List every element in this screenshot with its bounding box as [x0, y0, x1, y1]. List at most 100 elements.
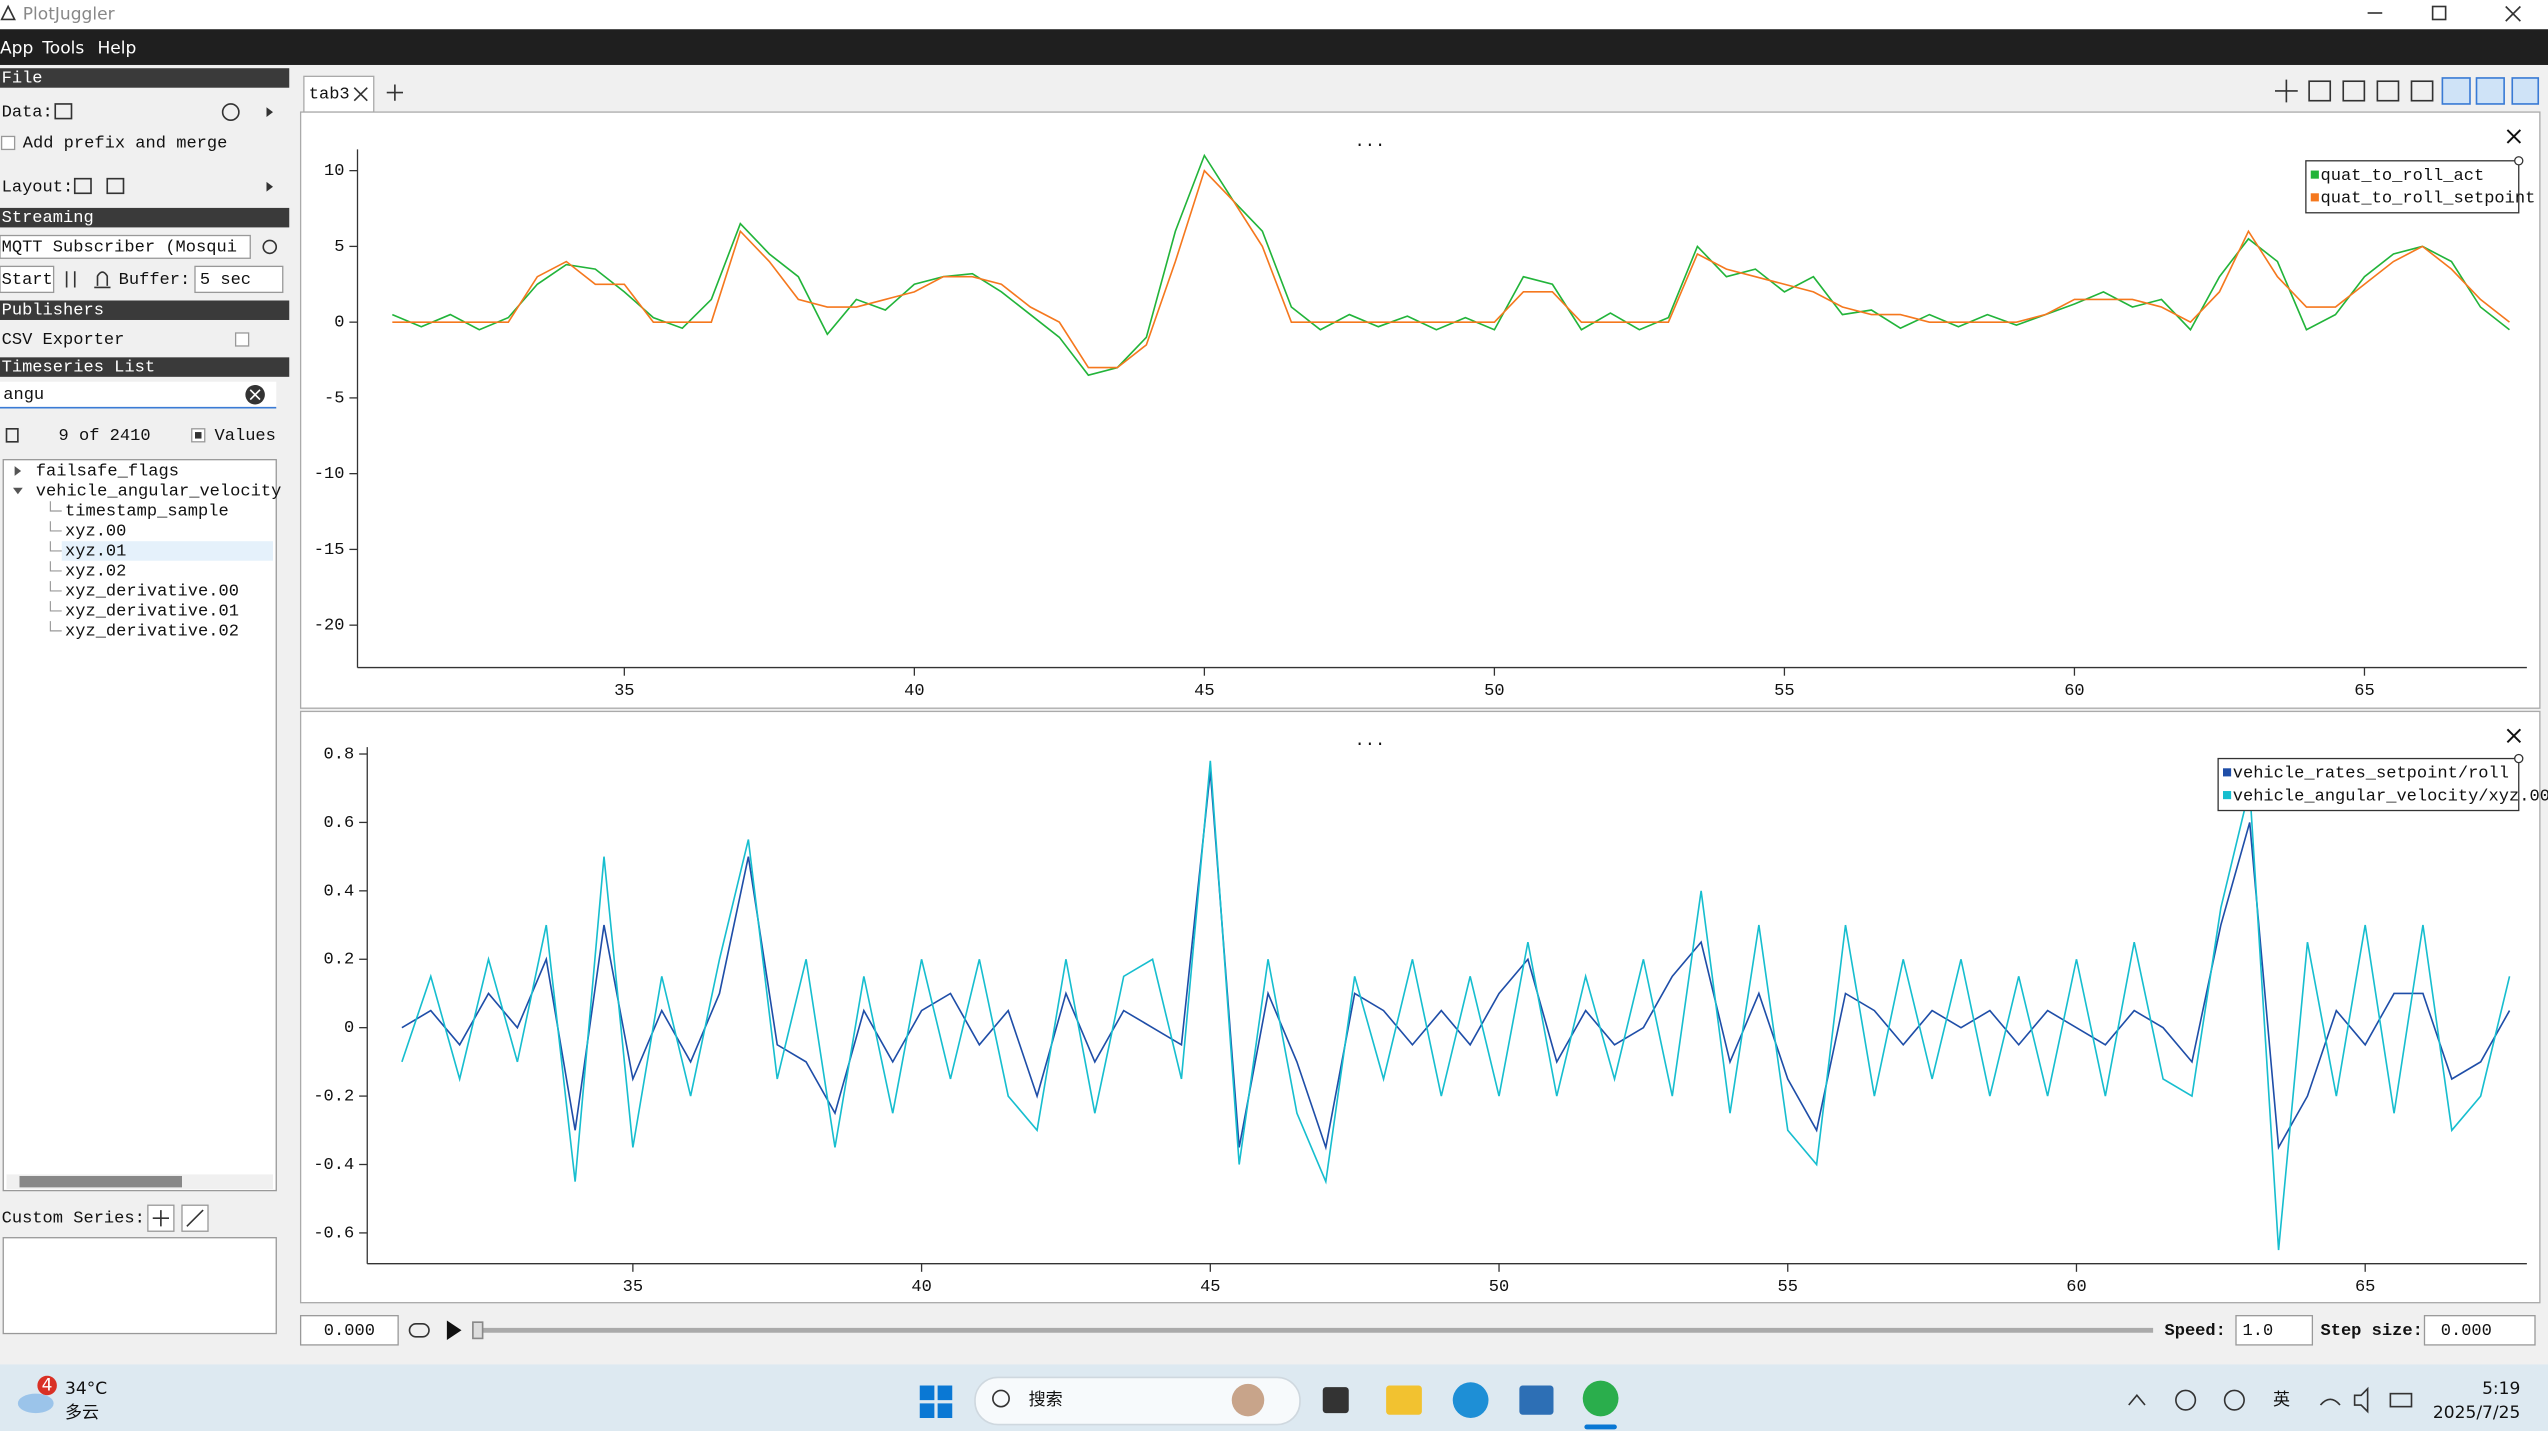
plot-frame: [299, 710, 2541, 1304]
wifi-icon[interactable]: [2319, 1398, 2341, 1406]
restore-button[interactable]: [2431, 5, 2447, 21]
close-window-button[interactable]: [2505, 5, 2521, 22]
delete-button[interactable]: [5, 428, 19, 443]
menu-item[interactable]: Tools: [41, 39, 84, 59]
slider-handle[interactable]: [472, 1321, 484, 1340]
legend-tool[interactable]: [2342, 80, 2366, 102]
load-data-button[interactable]: [54, 103, 73, 120]
scrollbar-handle[interactable]: [19, 1175, 183, 1188]
y-tick-label: -0.6: [313, 1224, 354, 1243]
menu-item[interactable]: Help: [98, 39, 137, 59]
tree-item[interactable]: xyz.01: [65, 542, 126, 561]
collapsed-arrow[interactable]: [14, 466, 22, 476]
legend-handle[interactable]: [2514, 156, 2524, 166]
tree-item[interactable]: xyz_derivative.02: [65, 622, 239, 641]
x-tick-label: 40: [904, 682, 924, 701]
section-header[interactable]: [0, 68, 290, 88]
tray-expand[interactable]: [2128, 1393, 2146, 1406]
load-layout-button[interactable]: [73, 177, 92, 195]
tree-group[interactable]: vehicle_angular_velocity: [36, 483, 282, 502]
pan-tool[interactable]: [2275, 79, 2298, 103]
close-plot-button[interactable]: [2506, 129, 2522, 144]
speed-spinbox[interactable]: [2235, 1315, 2314, 1346]
zoom-tool[interactable]: [2308, 80, 2332, 102]
tree-item[interactable]: timestamp_sample: [65, 503, 229, 522]
custom-series-list: [2, 1237, 277, 1335]
menu-arrow[interactable]: [266, 181, 274, 192]
settings-button[interactable]: [262, 239, 278, 255]
time-offset-tool[interactable]: [2475, 77, 2505, 105]
series-line: [401, 760, 2511, 1251]
app-icon[interactable]: [1322, 1387, 1349, 1414]
play-button[interactable]: [446, 1320, 462, 1341]
legend[interactable]: [2305, 160, 2520, 214]
checkbox[interactable]: [234, 332, 250, 347]
app-icon[interactable]: [1452, 1382, 1489, 1419]
start-button[interactable]: [0, 265, 55, 294]
section-header[interactable]: [0, 207, 290, 228]
legend-swatch: [2223, 768, 2232, 777]
x-tick-label: 65: [2354, 682, 2374, 701]
weather-icon[interactable]: [17, 1393, 54, 1414]
tree-branch: [49, 541, 62, 552]
expanded-arrow[interactable]: [13, 487, 23, 495]
checkbox[interactable]: [0, 135, 16, 151]
tab-label: tab3: [309, 86, 350, 105]
y-tick-label: -15: [314, 541, 345, 560]
clock-time[interactable]: 5:19: [2482, 1379, 2520, 1399]
start-button[interactable]: [919, 1385, 953, 1419]
tray-icon[interactable]: [2175, 1389, 2197, 1411]
tree-item[interactable]: xyz.00: [65, 522, 126, 541]
tree-item[interactable]: xyz_derivative.01: [65, 602, 239, 621]
legend-entry[interactable]: vehicle_rates_setpoint/roll: [2233, 765, 2509, 784]
ratio-tool[interactable]: [2511, 77, 2540, 105]
search-box[interactable]: [974, 1376, 1301, 1426]
tree-item[interactable]: xyz_derivative.00: [65, 582, 239, 601]
checkbox-mark: [195, 432, 202, 439]
clock-date[interactable]: 2025/7/25: [2433, 1403, 2520, 1423]
series-line: [391, 153, 2510, 377]
tray-icon[interactable]: [2223, 1389, 2245, 1411]
pause-button[interactable]: [65, 271, 76, 288]
tree-item[interactable]: xyz.02: [65, 562, 126, 581]
loop-button[interactable]: [408, 1322, 430, 1338]
y-tick-label: -0.4: [313, 1156, 354, 1175]
app-icon[interactable]: [1386, 1385, 1422, 1415]
battery-icon[interactable]: [2389, 1392, 2413, 1408]
section-header[interactable]: [0, 300, 290, 320]
menu-item[interactable]: App: [0, 39, 33, 59]
buffer-spinbox[interactable]: [194, 265, 284, 294]
app-icon[interactable]: [1519, 1385, 1554, 1415]
step-spinbox[interactable]: [2423, 1315, 2536, 1346]
notification-button[interactable]: [94, 271, 111, 289]
streamer-combobox[interactable]: [0, 234, 251, 259]
grid-tool[interactable]: [2410, 80, 2434, 102]
legend-handle[interactable]: [2514, 753, 2524, 764]
legend[interactable]: [2217, 757, 2520, 812]
legend-entry[interactable]: vehicle_angular_velocity/xyz.00: [2233, 787, 2548, 806]
badge: [37, 1375, 57, 1396]
section-title: Publishers: [2, 302, 104, 321]
time-input[interactable]: [299, 1315, 399, 1346]
tree-group[interactable]: failsafe_flags: [36, 463, 179, 482]
section-header[interactable]: [0, 357, 290, 377]
legend-entry[interactable]: quat_to_roll_act: [2321, 167, 2485, 186]
save-layout-button[interactable]: [106, 177, 125, 195]
close-plot-button[interactable]: [2506, 728, 2522, 743]
y-tick-label: 0.4: [324, 882, 355, 901]
reload-button[interactable]: [221, 103, 240, 122]
remove-curves-tool[interactable]: [2376, 80, 2400, 102]
tree-branch: [49, 581, 62, 592]
filter-input[interactable]: [0, 381, 277, 408]
input-method[interactable]: 英: [2273, 1390, 2290, 1410]
add-tab-button[interactable]: [386, 84, 403, 101]
volume-icon[interactable]: [2353, 1386, 2369, 1414]
close-tab-button[interactable]: [353, 87, 368, 102]
link-tool[interactable]: [2441, 77, 2471, 105]
menu-arrow[interactable]: [266, 107, 274, 117]
app-icon[interactable]: [1582, 1380, 1619, 1417]
label: Speed:: [2165, 1322, 2226, 1341]
legend-swatch: [2310, 170, 2319, 179]
legend-entry[interactable]: quat_to_roll_setpoint: [2321, 190, 2536, 209]
